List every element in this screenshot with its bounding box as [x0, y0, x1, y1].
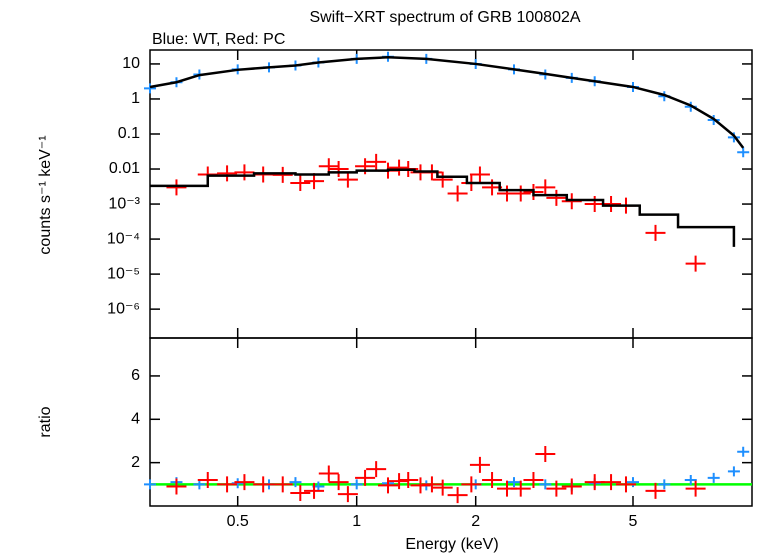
data-point	[337, 486, 358, 503]
y-tick-label: 10⁻⁵	[107, 265, 140, 282]
data-point	[304, 173, 325, 190]
y-tick-label: 10⁻⁶	[107, 300, 140, 317]
data-point	[410, 477, 431, 494]
y-tick-label: 10⁻⁴	[107, 230, 140, 247]
data-point	[377, 477, 398, 494]
data-point	[539, 479, 552, 490]
y-tick-label: 10	[122, 55, 140, 72]
data-point	[421, 476, 442, 493]
y-tick-label: 2	[131, 454, 140, 471]
data-point	[510, 185, 531, 202]
chart-subtitle: Blue: WT, Red: PC	[152, 31, 285, 48]
data-point	[645, 224, 666, 241]
data-point	[290, 174, 311, 191]
data-point	[546, 189, 567, 206]
y-axis-label: counts s⁻¹ keV⁻¹	[37, 135, 54, 254]
data-point	[561, 478, 582, 495]
data-point	[166, 179, 187, 196]
data-point	[535, 445, 556, 462]
data-point	[328, 474, 349, 491]
plot-frame	[149, 337, 753, 507]
data-point	[234, 164, 255, 181]
data-point	[684, 474, 697, 485]
data-point	[523, 471, 544, 488]
data-point	[231, 478, 244, 489]
data-point	[144, 479, 156, 490]
data-point	[645, 482, 666, 499]
data-point	[461, 476, 482, 493]
x-tick-label: 5	[629, 513, 638, 530]
data-point	[707, 472, 720, 483]
data-point	[469, 166, 490, 183]
data-point	[272, 476, 293, 493]
data-point	[510, 480, 531, 497]
data-point	[601, 196, 622, 213]
data-point	[304, 482, 325, 499]
data-point	[366, 461, 387, 478]
x-tick-label: 0.5	[227, 513, 249, 530]
y-tick-label: 0.01	[109, 160, 140, 177]
data-point	[469, 456, 490, 473]
data-point	[432, 479, 453, 496]
model-line	[149, 56, 745, 149]
data-point	[318, 465, 339, 482]
data-point	[328, 161, 349, 178]
x-tick-label: 1	[352, 513, 361, 530]
data-point	[366, 153, 387, 170]
data-point	[197, 471, 218, 488]
x-axis-label: Energy (keV)	[405, 536, 498, 553]
chart-title: Swift−XRT spectrum of GRB 100802A	[309, 9, 580, 26]
y-tick-label: 0.1	[118, 125, 140, 142]
data-point	[253, 476, 274, 493]
model-line	[150, 168, 736, 247]
data-point	[482, 471, 503, 488]
data-point	[535, 179, 556, 196]
y-tick-label: 10⁻³	[108, 195, 140, 212]
data-point	[389, 473, 410, 490]
data-point	[508, 477, 521, 488]
data-point	[217, 165, 238, 182]
data-point	[737, 147, 750, 158]
data-point	[447, 185, 468, 202]
y-axis-label: ratio	[37, 406, 54, 437]
data-point	[193, 479, 206, 490]
data-point	[615, 476, 636, 493]
y-tick-label: 6	[131, 367, 140, 384]
x-tick-label: 2	[471, 513, 480, 530]
y-tick-label: 1	[131, 90, 140, 107]
data-point	[355, 469, 376, 486]
data-point	[290, 484, 311, 501]
data-point	[658, 479, 671, 490]
data-point	[546, 480, 567, 497]
data-point	[601, 474, 622, 491]
data-point	[217, 476, 238, 493]
y-tick-label: 4	[131, 411, 140, 428]
data-point	[337, 171, 358, 188]
data-point	[350, 479, 363, 490]
data-point	[737, 446, 750, 457]
data-point	[234, 474, 255, 491]
data-point	[398, 471, 419, 488]
data-point	[727, 466, 740, 477]
data-point	[447, 487, 468, 504]
data-point	[289, 477, 302, 488]
data-point	[389, 159, 410, 176]
data-point	[627, 477, 640, 488]
data-point	[272, 166, 293, 183]
data-point	[685, 255, 706, 272]
data-point	[166, 478, 187, 495]
data-point	[685, 480, 706, 497]
data-point	[144, 83, 156, 94]
data-point	[432, 171, 453, 188]
